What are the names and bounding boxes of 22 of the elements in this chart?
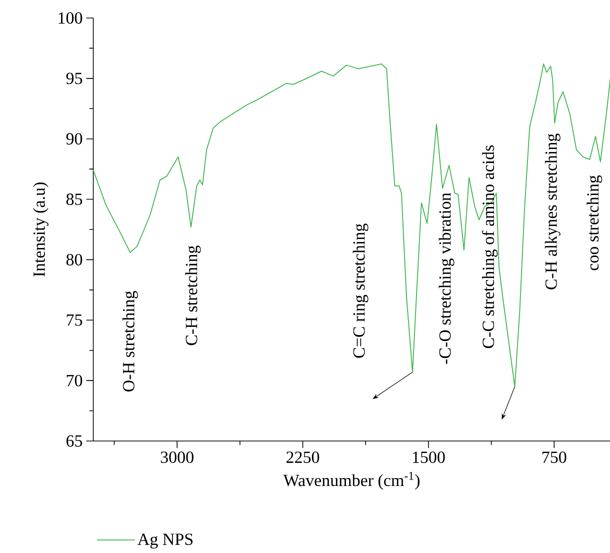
x-tick-label: 750	[542, 452, 566, 463]
annotation: C-C stretching of amino acids	[482, 145, 498, 348]
y-tick-label: 70	[66, 374, 82, 386]
annotation: C-H stretching	[185, 246, 201, 346]
annotation: C-H alkynes stretching	[544, 134, 560, 290]
x-tick-label: 3000	[160, 452, 194, 463]
y-tick-label: 100	[58, 12, 82, 24]
x-tick-label: 2250	[286, 452, 320, 463]
y-tick-label: 65	[66, 435, 82, 447]
x-axis-title: Wavenumber (cm$^{-1}$)	[283, 472, 420, 490]
y-tick-label: 85	[66, 194, 82, 206]
y-tick-label: 75	[66, 314, 82, 326]
x-tick-label: 1500	[412, 452, 445, 463]
legend-label: Ag NPS	[138, 534, 193, 549]
y-axis-title: Intensity (a.u)	[32, 182, 48, 277]
y-tick-label: 95	[66, 72, 82, 84]
y-tick-label: 90	[66, 133, 82, 145]
annotation: -C-O stretching vibration	[438, 192, 454, 364]
annotation: O-H stretching	[122, 290, 138, 392]
annotation: C=C ring stretching	[352, 224, 368, 358]
y-tick-label: 80	[66, 254, 82, 266]
annotation: coo stretching	[586, 175, 602, 270]
